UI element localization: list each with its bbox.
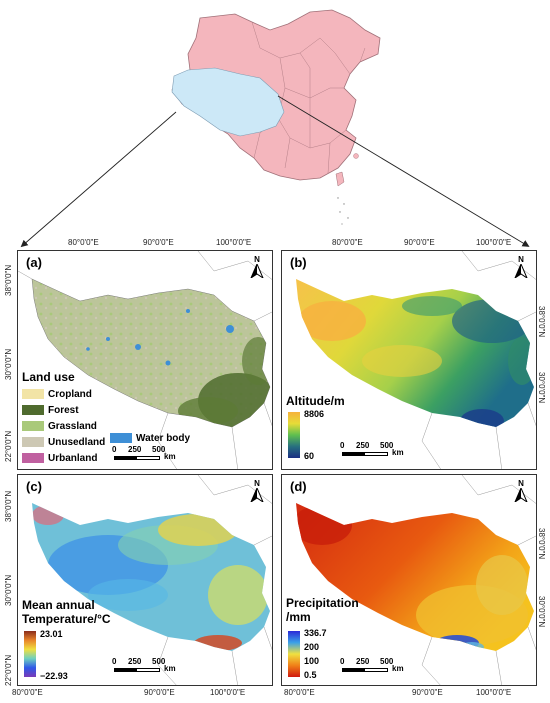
lat-label-22: 22°0'0"N	[4, 430, 13, 462]
lon-label-100: 100°0'0"E	[476, 238, 512, 247]
lat-label-38-right: 38°0'0"N	[537, 306, 546, 338]
panel-altitude: (b) N Altitude/m 8806 60 0 250 500 km	[281, 250, 537, 470]
lat-label-30: 30°0'0"N	[4, 348, 13, 380]
land-use-map	[18, 251, 272, 469]
legend-item-water-body: Water body	[110, 432, 190, 444]
precipitation-tick-min: 0.5	[304, 670, 317, 680]
altitude-colorbar	[288, 412, 300, 458]
north-arrow-icon: N	[249, 255, 265, 280]
scale-bar: 0 250 500 km	[112, 445, 176, 461]
panel-a-label: (a)	[26, 255, 42, 270]
zoom-arrows	[20, 95, 530, 248]
precipitation-legend-title-line1: Precipitation	[286, 596, 359, 610]
lon-label-100: 100°0'0"E	[210, 688, 246, 697]
panel-d-label: (d)	[290, 479, 307, 494]
lat-label-30-right: 30°0'0"N	[537, 596, 546, 628]
north-arrow-icon: N	[513, 255, 529, 280]
temperature-max: 23.01	[40, 629, 63, 639]
panel-precipitation: (d) N Precipitation /mm 336.7 200 100 0.…	[281, 474, 537, 686]
lat-label-30-right: 30°0'0"N	[537, 372, 546, 404]
north-arrow-icon: N	[249, 479, 265, 504]
lon-label-80: 80°0'0"E	[284, 688, 315, 697]
lon-label-100: 100°0'0"E	[476, 688, 512, 697]
lon-label-90: 90°0'0"E	[404, 238, 435, 247]
precipitation-legend-title-line2: /mm	[286, 610, 311, 624]
panel-land-use: (a) N Land use Cropland Forest Grassland…	[17, 250, 273, 470]
altitude-legend-title: Altitude/m	[286, 394, 345, 408]
panel-temperature: (c) N Mean annual Temperature/°C 23.01 −…	[17, 474, 273, 686]
scale-bar: 0 250 500 km	[340, 441, 404, 457]
lat-label-22: 22°0'0"N	[4, 654, 13, 686]
precipitation-tick-200: 200	[304, 642, 320, 652]
china-overview-map	[171, 9, 381, 225]
temperature-legend-title-line2: Temperature/°C	[22, 612, 111, 626]
lat-label-38-right: 38°0'0"N	[537, 528, 546, 560]
temperature-colorbar	[24, 631, 36, 677]
temperature-min: −22.93	[40, 671, 68, 681]
scale-bar: 0 250 500 km	[340, 657, 404, 673]
lon-label-90: 90°0'0"E	[143, 238, 174, 247]
panel-b-label: (b)	[290, 255, 307, 270]
lat-label-30: 30°0'0"N	[4, 574, 13, 606]
north-arrow-icon: N	[513, 479, 529, 504]
legend-item-unusedland: Unusedland	[22, 436, 105, 448]
lon-label-100: 100°0'0"E	[216, 238, 252, 247]
precipitation-colorbar	[288, 631, 300, 677]
panel-c-label: (c)	[26, 479, 42, 494]
legend-item-cropland: Cropland	[22, 388, 92, 400]
altitude-max: 8806	[304, 409, 325, 419]
altitude-map	[296, 251, 536, 469]
lat-label-38: 38°0'0"N	[4, 264, 13, 296]
legend-item-grassland: Grassland	[22, 420, 97, 432]
land-use-legend-title: Land use	[22, 370, 75, 384]
scale-bar: 0 250 500 km	[112, 657, 176, 673]
lat-label-38: 38°0'0"N	[4, 490, 13, 522]
lon-label-90: 90°0'0"E	[144, 688, 175, 697]
lon-label-80: 80°0'0"E	[68, 238, 99, 247]
legend-item-forest: Forest	[22, 404, 79, 416]
precipitation-tick-max: 336.7	[304, 628, 327, 638]
lon-label-80: 80°0'0"E	[332, 238, 363, 247]
precipitation-map	[296, 475, 536, 685]
tibetan-plateau-highlight	[171, 67, 285, 137]
temperature-legend-title-line1: Mean annual	[22, 598, 95, 612]
lon-label-80: 80°0'0"E	[12, 688, 43, 697]
legend-item-urbanland: Urbanland	[22, 452, 97, 464]
lon-label-90: 90°0'0"E	[412, 688, 443, 697]
precipitation-tick-100: 100	[304, 656, 320, 666]
temperature-map	[32, 475, 272, 685]
altitude-min: 60	[304, 451, 315, 461]
